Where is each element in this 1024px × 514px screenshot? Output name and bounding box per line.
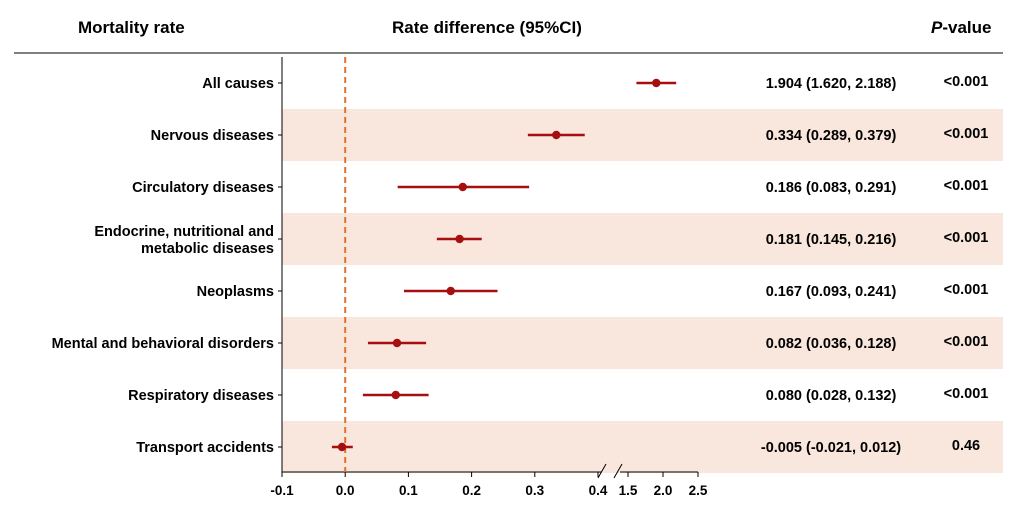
estimate-point [652, 78, 661, 88]
header-p-rest: -value [942, 18, 992, 37]
x-tick-label: 1.5 [619, 483, 638, 498]
p-value-column: <0.001 <0.001 <0.001 <0.001 <0.001 <0.001 <0.0… [944, 74, 989, 454]
estimate-point [391, 390, 400, 400]
row-bands [282, 109, 1003, 473]
row-label: metabolic diseases [141, 241, 274, 257]
row-label: Mental and behavioral disorders [52, 336, 274, 352]
header-p-italic: P [931, 18, 943, 37]
estimate-point [455, 234, 464, 244]
row-labels: All causes Nervous diseases Circulatory di… [52, 76, 274, 456]
header-mortality-rate: Mortality rate [78, 18, 185, 37]
p-value: <0.001 [944, 126, 989, 142]
p-value: <0.001 [944, 282, 989, 298]
p-value: <0.001 [944, 386, 989, 402]
y-axis [278, 57, 283, 472]
row-label: Neoplasms [197, 284, 274, 300]
row-band [282, 421, 1003, 469]
estimate-point [446, 286, 455, 296]
ci-text: 0.080 (0.028, 0.132) [766, 388, 897, 404]
p-value: <0.001 [944, 230, 989, 246]
ci-text: 0.186 (0.083, 0.291) [766, 180, 897, 196]
estimate-marks [331, 78, 677, 452]
x-tick-label: 0.0 [336, 483, 355, 498]
ci-text: 1.904 (1.620, 2.188) [766, 76, 897, 92]
axis-break-mark [613, 463, 623, 479]
estimate-point [337, 442, 347, 452]
row-label: Nervous diseases [151, 128, 274, 144]
estimate-point [552, 130, 561, 140]
ci-text: 0.167 (0.093, 0.241) [766, 284, 897, 300]
x-tick-label: 0.3 [525, 483, 544, 498]
estimate-point [392, 338, 402, 348]
x-axis: -0.1 0.0 0.1 0.2 0.3 0.4 1.5 2.0 2.5 [270, 463, 708, 498]
header-p-value: P-value [931, 18, 991, 38]
ci-text: -0.005 (-0.021, 0.012) [761, 440, 901, 456]
ci-text-column: 1.904 (1.620, 2.188) 0.334 (0.289, 0.379)… [761, 76, 901, 456]
row-label: Circulatory diseases [132, 180, 274, 196]
p-value: <0.001 [944, 334, 989, 350]
estimate-point [458, 182, 467, 192]
p-value: <0.001 [944, 74, 989, 90]
x-tick-label: 2.0 [654, 483, 673, 498]
row-band [282, 109, 1003, 161]
row-label: Endocrine, nutritional and [94, 224, 274, 240]
row-band [282, 213, 1003, 265]
x-tick-label: 0.2 [462, 483, 481, 498]
axis-break-mark [597, 463, 607, 479]
x-tick-label: -0.1 [270, 483, 294, 498]
p-value: <0.001 [944, 178, 989, 194]
x-tick-label: 2.5 [689, 483, 708, 498]
p-value: 0.46 [952, 438, 980, 454]
row-label: Transport accidents [136, 440, 274, 456]
row-label: Respiratory diseases [128, 388, 274, 404]
ci-text: 0.334 (0.289, 0.379) [766, 128, 897, 144]
ci-text: 0.181 (0.145, 0.216) [766, 232, 897, 248]
row-label: All causes [202, 76, 274, 92]
x-tick-label: 0.1 [399, 483, 418, 498]
ci-text: 0.082 (0.036, 0.128) [766, 336, 897, 352]
header-rate-difference: Rate difference (95%CI) [392, 18, 582, 37]
x-tick-label: 0.4 [589, 483, 608, 498]
